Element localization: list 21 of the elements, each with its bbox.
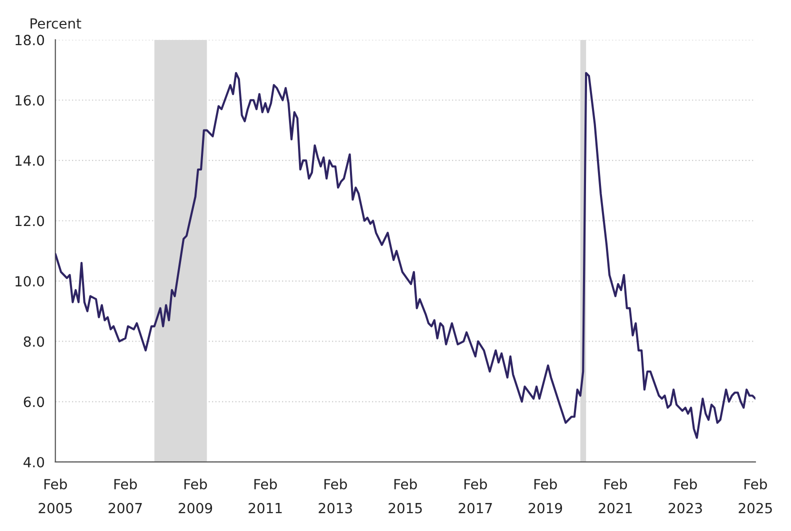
y-tick-label: 16.0 [16, 95, 44, 106]
x-tick-label: Feb 2025 [738, 478, 772, 514]
x-tick-label: Feb 2015 [388, 478, 422, 514]
x-tick-label: Feb 2017 [458, 478, 492, 514]
y-tick-label: 14.0 [16, 155, 44, 166]
y-tick-label: 8.0 [24, 336, 44, 347]
x-tick-label: Feb 2019 [528, 478, 562, 514]
x-tick-label: Feb 2009 [178, 478, 212, 514]
x-tick-label: Feb 2005 [38, 478, 72, 514]
y-axis-title: Percent [30, 18, 82, 29]
x-tick-label: Feb 2023 [668, 478, 702, 514]
line-series [55, 72, 756, 439]
x-tick-label: Feb 2013 [318, 478, 352, 514]
y-tick-label: 10.0 [16, 276, 44, 287]
x-tick-label: Feb 2021 [598, 478, 632, 514]
x-tick-label: Feb 2007 [108, 478, 142, 514]
y-tick-label: 4.0 [24, 456, 44, 468]
y-tick-label: 12.0 [16, 216, 44, 226]
x-tick-label: Feb 2011 [248, 478, 282, 514]
y-tick-label: 6.0 [24, 396, 44, 408]
y-tick-label: 18.0 [16, 34, 44, 46]
